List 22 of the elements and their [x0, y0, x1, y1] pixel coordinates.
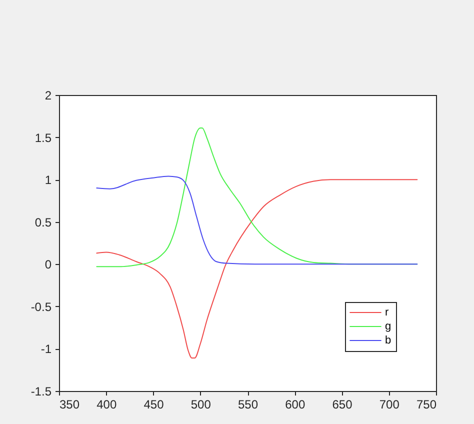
x-tick-label: 600	[285, 398, 306, 412]
line-series	[96, 176, 418, 265]
x-tick-label: 500	[190, 398, 212, 412]
x-tick-label: 750	[416, 398, 437, 412]
legend-label: g	[385, 320, 392, 332]
x-tick-label: 350	[60, 398, 80, 412]
x-tick-label: 650	[332, 398, 353, 412]
y-tick-label: -1.5	[30, 384, 52, 398]
line-series	[96, 179, 418, 359]
y-tick-label: 1	[44, 173, 52, 188]
legend-label: r	[385, 306, 389, 318]
x-tick-label: 400	[96, 398, 117, 412]
y-tick-label: 1.5	[34, 130, 52, 145]
y-tick-label: 2	[44, 88, 52, 102]
x-tick-label: 450	[144, 398, 164, 412]
legend-label: b	[385, 334, 392, 346]
x-tick-label: 700	[379, 398, 400, 412]
y-tick-label: -0.5	[30, 300, 52, 314]
y-tick-label: -1	[40, 342, 52, 356]
y-tick-label: 0.5	[34, 215, 52, 230]
y-tick-label: 0	[44, 258, 52, 272]
x-tick-label: 550	[238, 398, 258, 412]
